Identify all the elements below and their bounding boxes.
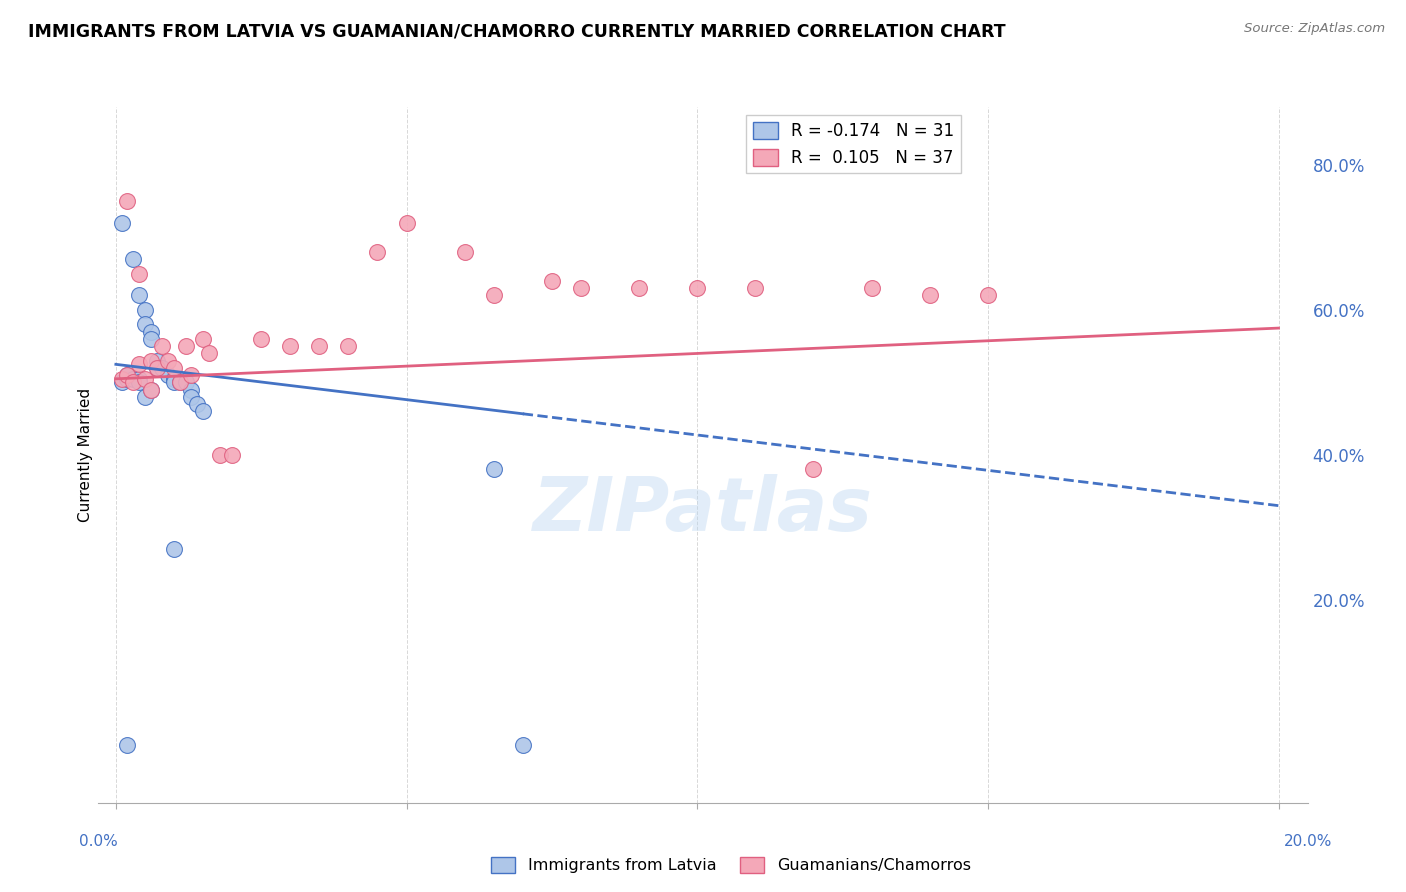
Point xyxy=(186,397,208,411)
Point xyxy=(134,303,156,318)
Point xyxy=(221,448,243,462)
Point xyxy=(540,274,562,288)
Point xyxy=(134,318,156,332)
Point xyxy=(191,332,214,346)
Point xyxy=(134,390,156,404)
Point xyxy=(163,542,186,557)
Point xyxy=(117,368,139,383)
Point xyxy=(918,288,941,302)
Text: Source: ZipAtlas.com: Source: ZipAtlas.com xyxy=(1244,22,1385,36)
Point xyxy=(111,372,134,386)
Point xyxy=(174,339,197,353)
Point xyxy=(139,332,162,346)
Point xyxy=(180,368,202,383)
Legend: Immigrants from Latvia, Guamanians/Chamorros: Immigrants from Latvia, Guamanians/Chamo… xyxy=(485,850,977,880)
Point xyxy=(157,368,180,383)
Point xyxy=(250,332,273,346)
Point xyxy=(139,383,162,397)
Point xyxy=(145,361,167,376)
Point xyxy=(122,376,145,390)
Point xyxy=(174,376,197,390)
Point xyxy=(482,462,505,476)
Point xyxy=(163,372,186,386)
Point xyxy=(117,738,139,752)
Point xyxy=(169,376,191,390)
Point xyxy=(157,353,180,368)
Point xyxy=(163,361,186,376)
Point xyxy=(180,383,202,397)
Point xyxy=(128,288,150,302)
Point xyxy=(482,288,505,302)
Point xyxy=(977,288,1000,302)
Point xyxy=(111,376,134,390)
Point xyxy=(139,353,162,368)
Point xyxy=(117,368,139,383)
Point xyxy=(111,216,134,230)
Text: ZIPatlas: ZIPatlas xyxy=(533,474,873,547)
Point xyxy=(117,194,139,209)
Point xyxy=(128,376,150,390)
Point xyxy=(150,361,173,376)
Point xyxy=(569,281,592,295)
Point xyxy=(453,244,475,259)
Point xyxy=(512,738,534,752)
Point xyxy=(191,404,214,418)
Point xyxy=(180,390,202,404)
Text: IMMIGRANTS FROM LATVIA VS GUAMANIAN/CHAMORRO CURRENTLY MARRIED CORRELATION CHART: IMMIGRANTS FROM LATVIA VS GUAMANIAN/CHAM… xyxy=(28,22,1005,40)
Text: 20.0%: 20.0% xyxy=(1284,834,1331,849)
Point xyxy=(117,372,139,386)
Point xyxy=(744,281,766,295)
Point xyxy=(122,372,145,386)
Point xyxy=(122,252,145,267)
Y-axis label: Currently Married: Currently Married xyxy=(77,388,93,522)
Point xyxy=(139,325,162,339)
Legend: R = -0.174   N = 31, R =  0.105   N = 37: R = -0.174 N = 31, R = 0.105 N = 37 xyxy=(747,115,960,173)
Point xyxy=(145,361,167,376)
Point xyxy=(366,244,388,259)
Point xyxy=(128,372,150,386)
Point xyxy=(139,383,162,397)
Point xyxy=(686,281,709,295)
Text: 0.0%: 0.0% xyxy=(79,834,118,849)
Point xyxy=(308,339,330,353)
Point xyxy=(128,267,150,281)
Point xyxy=(395,216,418,230)
Point xyxy=(337,339,360,353)
Point xyxy=(128,357,150,371)
Point xyxy=(198,346,221,360)
Point xyxy=(134,372,156,386)
Point xyxy=(169,376,191,390)
Point xyxy=(145,353,167,368)
Point xyxy=(860,281,883,295)
Point xyxy=(803,462,825,476)
Point xyxy=(278,339,301,353)
Point xyxy=(163,376,186,390)
Point xyxy=(209,448,232,462)
Point xyxy=(628,281,651,295)
Point xyxy=(150,339,173,353)
